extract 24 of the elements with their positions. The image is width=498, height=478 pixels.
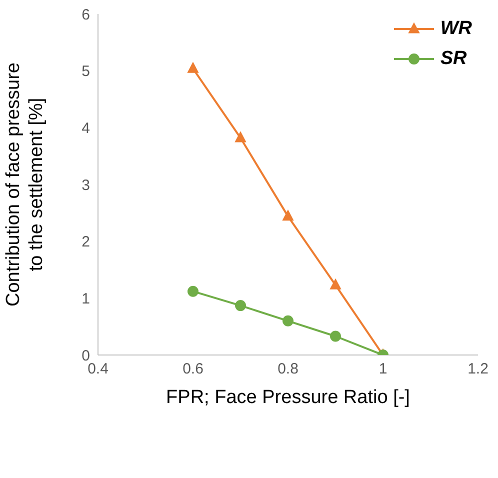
y-tick-label: 2 xyxy=(82,234,90,251)
point xyxy=(282,315,294,326)
y-axis-title: Contribution of face pressure to the settlement [%] xyxy=(3,62,47,306)
x-tick-label: 0.6 xyxy=(182,360,204,378)
x-tick-label: 1.2 xyxy=(468,360,488,378)
y-tick-label: 0 xyxy=(82,347,90,364)
y-tick-label: 5 xyxy=(82,63,90,80)
point xyxy=(235,300,246,312)
y-tick-label: 6 xyxy=(82,6,90,24)
legend-label: WR xyxy=(440,18,472,40)
legend-label: SR xyxy=(440,48,467,70)
point xyxy=(282,210,294,221)
point xyxy=(330,278,341,290)
y-tick-label: 4 xyxy=(82,120,90,137)
x-tick-label: 0.4 xyxy=(88,360,108,378)
x-axis-title: FPR; Face Pressure Ratio [-] xyxy=(166,387,410,408)
x-tick-label: 1 xyxy=(378,360,388,378)
y-tick-label: 1 xyxy=(82,290,90,308)
x-tick-label: 0.8 xyxy=(278,360,298,378)
point xyxy=(235,132,246,142)
point xyxy=(188,62,198,73)
point xyxy=(188,286,198,297)
y-tick-label: 3 xyxy=(82,176,90,194)
point xyxy=(330,330,341,342)
